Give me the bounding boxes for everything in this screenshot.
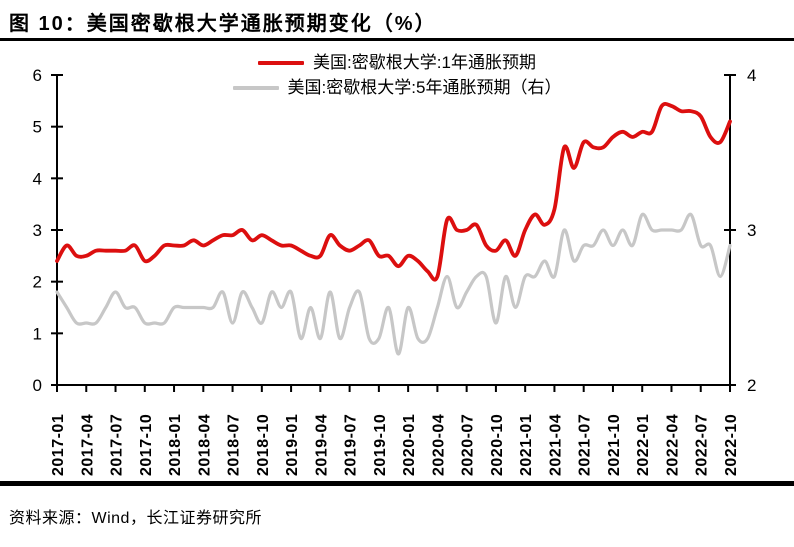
x-axis-tick-label: 2021-01 bbox=[518, 414, 535, 476]
legend-label: 美国:密歇根大学:5年通胀预期（右） bbox=[287, 78, 562, 97]
x-axis-tick-label: 2017-01 bbox=[50, 414, 67, 476]
legend-item-5y: 美国:密歇根大学:5年通胀预期（右） bbox=[232, 77, 562, 99]
source-note: 资料来源：Wind，长江证券研究所 bbox=[9, 510, 262, 527]
x-axis-tick-label: 2022-01 bbox=[635, 414, 652, 476]
legend-line-swatch bbox=[258, 61, 305, 65]
x-axis-tick-label: 2022-07 bbox=[694, 414, 711, 476]
x-axis-tick-label: 2021-04 bbox=[547, 414, 564, 476]
legend-label: 美国:密歇根大学:1年通胀预期 bbox=[313, 53, 536, 72]
x-axis-tick-label: 2019-10 bbox=[372, 414, 389, 476]
chart-legend: 美国:密歇根大学:1年通胀预期美国:密歇根大学:5年通胀预期（右） bbox=[0, 52, 794, 99]
x-axis-tick-label: 2017-07 bbox=[109, 414, 126, 476]
left-axis-tick-label: 6 bbox=[33, 66, 42, 85]
bottom-divider bbox=[0, 481, 794, 486]
x-axis-tick-label: 2021-10 bbox=[606, 414, 623, 476]
right-axis-tick-label: 2 bbox=[747, 376, 756, 395]
left-axis-tick-label: 3 bbox=[33, 221, 42, 240]
x-axis-tick-label: 2019-01 bbox=[284, 414, 301, 476]
left-axis-tick-label: 4 bbox=[33, 169, 42, 188]
x-axis-tick-label: 2017-10 bbox=[138, 414, 155, 476]
x-axis-tick-label: 2020-04 bbox=[430, 414, 447, 476]
series-line-1y bbox=[55, 101, 732, 282]
x-axis-tick-label: 2021-07 bbox=[577, 414, 594, 476]
left-axis-tick-label: 5 bbox=[33, 118, 42, 137]
right-axis-tick-label: 3 bbox=[747, 221, 756, 240]
x-axis-tick-label: 2017-04 bbox=[79, 414, 96, 476]
x-axis-tick-label: 2018-10 bbox=[255, 414, 272, 476]
legend-line-swatch bbox=[232, 86, 279, 90]
left-axis-tick-label: 1 bbox=[33, 324, 42, 343]
right-axis-tick-label: 4 bbox=[747, 66, 756, 85]
x-axis-tick-label: 2018-01 bbox=[167, 414, 184, 476]
x-axis-tick-label: 2018-07 bbox=[226, 414, 243, 476]
left-axis-tick-label: 2 bbox=[33, 273, 42, 292]
left-axis-tick-label: 0 bbox=[33, 376, 42, 395]
x-axis-tick-label: 2022-10 bbox=[723, 414, 740, 476]
x-axis-tick-label: 2019-04 bbox=[313, 414, 330, 476]
x-axis-tick-label: 2022-04 bbox=[664, 414, 681, 476]
figure-title: 图 10：美国密歇根大学通胀预期变化（%） bbox=[9, 13, 437, 35]
x-axis-tick-label: 2020-01 bbox=[401, 414, 418, 476]
x-axis-tick-label: 2020-07 bbox=[460, 414, 477, 476]
x-axis-tick-label: 2020-10 bbox=[489, 414, 506, 476]
title-divider bbox=[0, 38, 794, 41]
legend-item-1y: 美国:密歇根大学:1年通胀预期 bbox=[258, 52, 536, 74]
x-axis-tick-label: 2019-07 bbox=[343, 414, 360, 476]
series-line-5y bbox=[55, 212, 732, 356]
x-axis-tick-label: 2018-04 bbox=[196, 414, 213, 476]
